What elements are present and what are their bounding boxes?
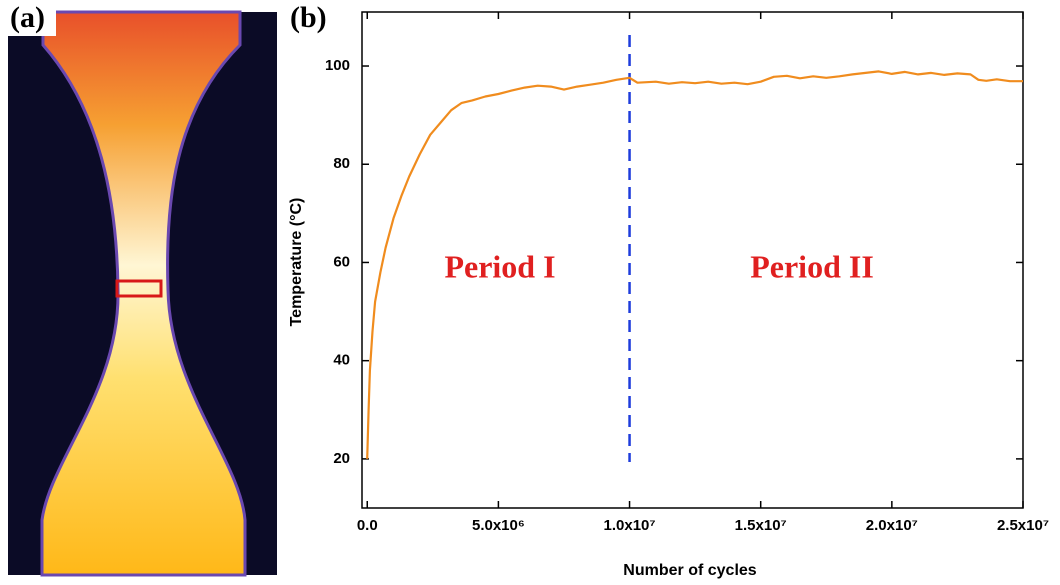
y-tick-label: 40 xyxy=(333,352,350,369)
x-tick-label: 2.0x10⁷ xyxy=(866,517,918,534)
data-line xyxy=(366,70,1023,459)
annotation: Period II xyxy=(750,248,874,284)
y-tick-label: 20 xyxy=(333,450,350,467)
label-bg xyxy=(8,0,56,36)
x-tick-label: 5.0x10⁶ xyxy=(472,517,525,534)
x-tick-label: 1.5x10⁷ xyxy=(735,517,787,534)
panel-label: (a) xyxy=(10,1,45,34)
y-tick-label: 80 xyxy=(333,155,350,172)
x-tick-label: 1.0x10⁷ xyxy=(604,517,656,534)
thermal-image: (a) xyxy=(8,0,277,577)
region-box xyxy=(115,279,163,298)
x-tick-label: 0.0 xyxy=(357,517,378,534)
x-tick-label: 2.5x10⁷ xyxy=(997,517,1049,534)
specimen xyxy=(40,10,247,577)
plot-frame xyxy=(361,11,1024,509)
x-axis-label: Number of cycles xyxy=(623,562,756,579)
y-tick-label: 60 xyxy=(333,253,350,270)
y-axis-label: Temperature (°C) xyxy=(288,198,305,327)
annotation: Period I xyxy=(444,248,555,284)
panel-label: (b) xyxy=(290,1,327,34)
y-tick-label: 100 xyxy=(325,57,350,74)
